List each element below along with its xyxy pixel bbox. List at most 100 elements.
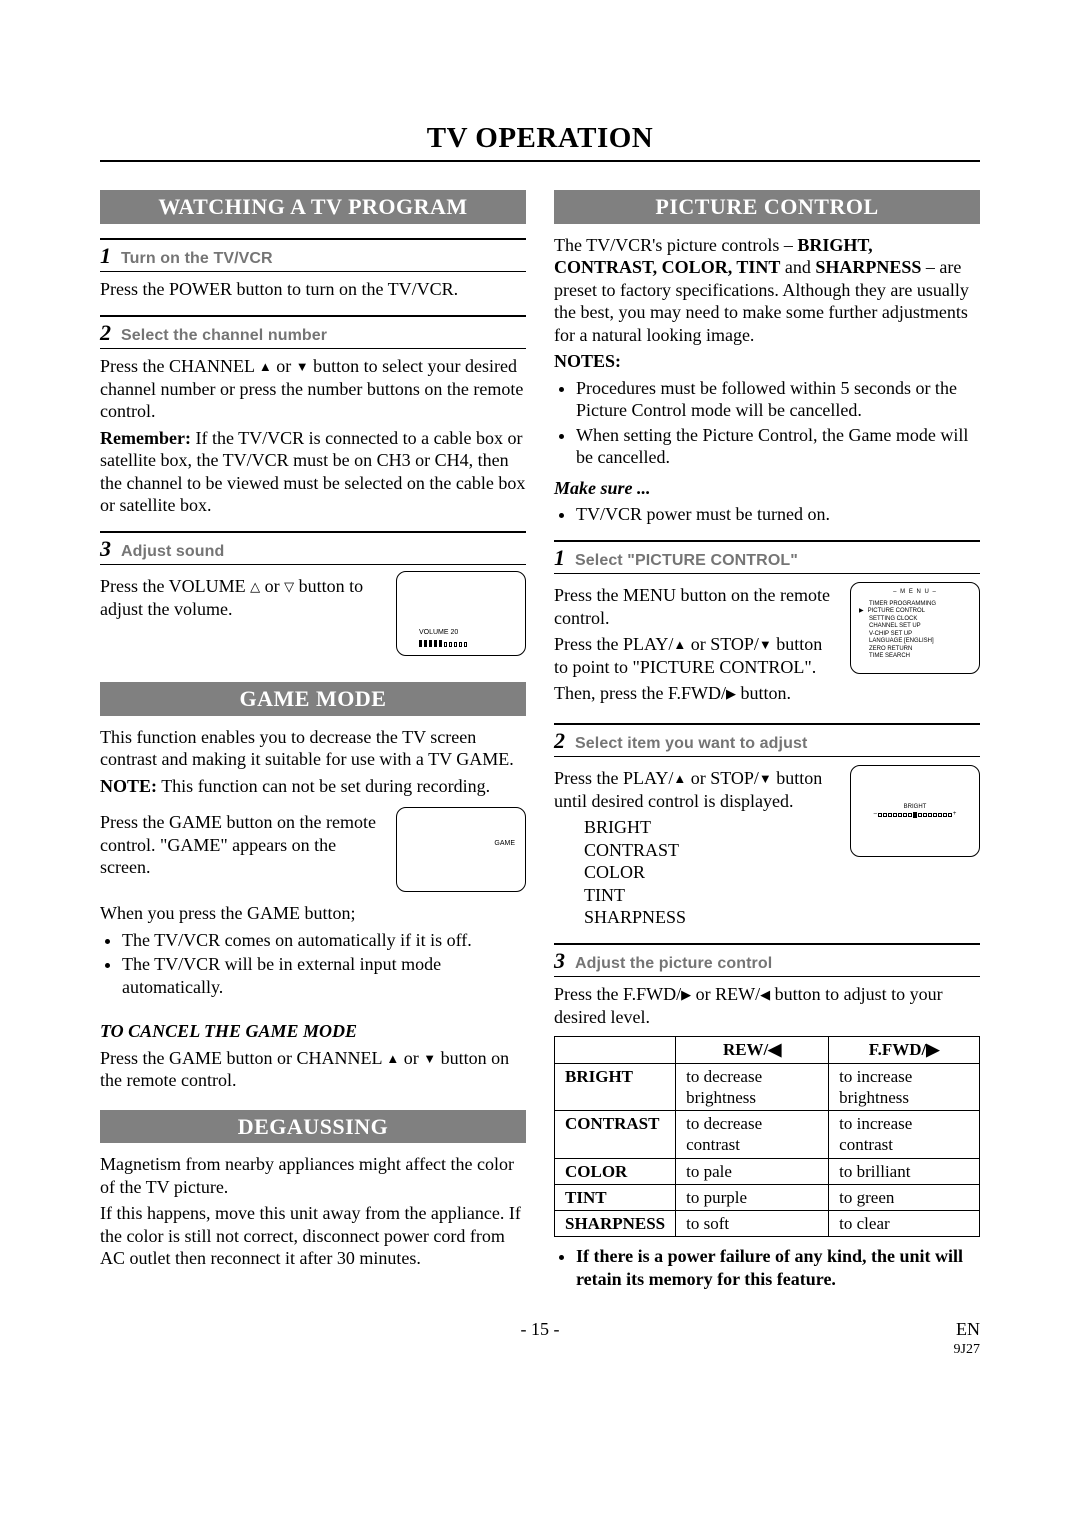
picture-step2-text: Press the PLAY/▲ or STOP/▼ button until …: [554, 763, 838, 929]
degauss-p2: If this happens, move this unit away fro…: [100, 1202, 526, 1270]
picture-makesure-list: TV/VCR power must be turned on.: [554, 503, 980, 526]
step-number: 3: [100, 535, 111, 563]
up-triangle-icon: ▲: [259, 359, 272, 374]
table-cell: to decrease brightness: [676, 1063, 829, 1111]
step-label: Select item you want to adjust: [575, 734, 807, 754]
table-cell: BRIGHT: [555, 1063, 676, 1111]
table-row: TINT to purple to green: [555, 1184, 980, 1210]
table-row: COLOR to pale to brilliant: [555, 1158, 980, 1184]
picture-step3-l1: Press the F.FWD/▶ or REW/◀ button to adj…: [554, 983, 980, 1028]
up-triangle-icon: ▲: [673, 771, 686, 786]
table-header: REW/◀: [676, 1037, 829, 1063]
table-row: CONTRAST to decrease contrast to increas…: [555, 1111, 980, 1159]
list-item: When setting the Picture Control, the Ga…: [576, 424, 980, 469]
bright-slider-icon: – +: [874, 811, 957, 819]
table-cell: CONTRAST: [555, 1111, 676, 1159]
table-cell: to increase brightness: [829, 1063, 980, 1111]
picture-intro: The TV/VCR's picture controls – BRIGHT, …: [554, 234, 980, 347]
game-cancel-head: TO CANCEL THE GAME MODE: [100, 1020, 526, 1043]
watching-step3-body: Press the VOLUME △ or ▽ button to adjust…: [100, 575, 384, 620]
game-press: Press the GAME button on the remote cont…: [100, 811, 384, 879]
game-cancel-body: Press the GAME button or CHANNEL ▲ or ▼ …: [100, 1047, 526, 1092]
table-cell: to soft: [676, 1211, 829, 1237]
menu-item: CHANNEL SET UP: [859, 623, 971, 631]
picture-step1-row: Press the MENU button on the remote cont…: [554, 580, 980, 709]
control-item: BRIGHT: [584, 816, 838, 839]
watching-step3-row: Press the VOLUME △ or ▽ button to adjust…: [100, 571, 526, 656]
volume-bar-icon: [419, 640, 467, 647]
two-column-layout: WATCHING A TV PROGRAM 1 Turn on the TV/V…: [100, 184, 980, 1294]
picture-step1-head: 1 Select "PICTURE CONTROL": [554, 540, 980, 575]
left-column: WATCHING A TV PROGRAM 1 Turn on the TV/V…: [100, 184, 526, 1294]
step-label: Select the channel number: [121, 326, 327, 346]
list-item: TV/VCR power must be turned on.: [576, 503, 980, 526]
step-number: 3: [554, 947, 565, 975]
game-osd-screen: GAME: [396, 807, 526, 892]
menu-item: SETTING CLOCK: [859, 616, 971, 624]
step-number: 2: [554, 727, 565, 755]
table-cell: to increase contrast: [829, 1111, 980, 1159]
page-title: TV OPERATION: [100, 120, 980, 162]
up-outline-triangle-icon: △: [250, 579, 260, 594]
picture-step3-head: 3 Adjust the picture control: [554, 943, 980, 978]
game-note: NOTE: This function can not be set durin…: [100, 775, 526, 798]
bright-osd-label: BRIGHT: [904, 804, 927, 812]
right-triangle-icon: ▶: [681, 987, 691, 1002]
control-item: TINT: [584, 884, 838, 907]
control-item: CONTRAST: [584, 839, 838, 862]
bright-osd-screen: BRIGHT – +: [850, 765, 980, 857]
menu-item: V-CHIP SET UP: [859, 631, 971, 639]
table-cell: to decrease contrast: [676, 1111, 829, 1159]
picture-makesure-head: Make sure ...: [554, 477, 980, 500]
watching-step1-body: Press the POWER button to turn on the TV…: [100, 278, 526, 301]
menu-item-selected: ▶PICTURE CONTROL: [859, 608, 971, 616]
right-triangle-icon: ▶: [859, 608, 864, 616]
table-cell: SHARPNESS: [555, 1211, 676, 1237]
volume-osd-label: VOLUME 20: [419, 629, 458, 638]
picture-step1-l3: Then, press the F.FWD/▶ button.: [554, 682, 838, 705]
picture-control-table: REW/◀ F.FWD/▶ BRIGHT to decrease brightn…: [554, 1036, 980, 1237]
down-outline-triangle-icon: ▽: [284, 579, 294, 594]
menu-item: TIMER PROGRAMMING: [859, 601, 971, 609]
table-row: SHARPNESS to soft to clear: [555, 1211, 980, 1237]
list-item: The TV/VCR will be in external input mod…: [122, 953, 526, 998]
picture-step2-head: 2 Select item you want to adjust: [554, 723, 980, 758]
table-cell: to purple: [676, 1184, 829, 1210]
down-triangle-icon: ▼: [423, 1051, 436, 1066]
volume-osd-screen: VOLUME 20: [396, 571, 526, 656]
picture-step1-l1: Press the MENU button on the remote cont…: [554, 584, 838, 629]
degauss-p1: Magnetism from nearby appliances might a…: [100, 1153, 526, 1198]
game-when: When you press the GAME button;: [100, 902, 526, 925]
game-intro: This function enables you to decrease th…: [100, 726, 526, 771]
menu-item: ZERO RETURN: [859, 646, 971, 654]
right-triangle-icon: ▶: [726, 686, 736, 701]
step-label: Turn on the TV/VCR: [121, 249, 273, 269]
watching-step1-head: 1 Turn on the TV/VCR: [100, 238, 526, 273]
menu-osd-screen: – M E N U – TIMER PROGRAMMING ▶PICTURE C…: [850, 582, 980, 674]
picture-retain: If there is a power failure of any kind,…: [554, 1245, 980, 1290]
footer-right: EN 9J27: [954, 1318, 980, 1358]
table-header: F.FWD/▶: [829, 1037, 980, 1063]
table-cell: COLOR: [555, 1158, 676, 1184]
menu-item: TIME SEARCH: [859, 653, 971, 661]
picture-step2-l1: Press the PLAY/▲ or STOP/▼ button until …: [554, 767, 838, 812]
watching-step2-remember: Remember: If the TV/VCR is connected to …: [100, 427, 526, 517]
table-cell: to pale: [676, 1158, 829, 1184]
game-banner: GAME MODE: [100, 682, 526, 716]
down-triangle-icon: ▼: [759, 771, 772, 786]
watching-step2-body: Press the CHANNEL ▲ or ▼ button to selec…: [100, 355, 526, 423]
degauss-banner: DEGAUSSING: [100, 1110, 526, 1144]
step-label: Select "PICTURE CONTROL": [575, 551, 798, 571]
game-bullets: The TV/VCR comes on automatically if it …: [100, 929, 526, 999]
list-item: The TV/VCR comes on automatically if it …: [122, 929, 526, 952]
table-cell: to clear: [829, 1211, 980, 1237]
step-number: 1: [100, 242, 111, 270]
picture-banner: PICTURE CONTROL: [554, 190, 980, 224]
step-number: 2: [100, 319, 111, 347]
game-press-row: Press the GAME button on the remote cont…: [100, 807, 526, 892]
picture-step2-items: BRIGHT CONTRAST COLOR TINT SHARPNESS: [554, 816, 838, 929]
footer-code: 9J27: [954, 1341, 980, 1359]
left-triangle-icon: ◀: [760, 987, 770, 1002]
picture-step2-row: Press the PLAY/▲ or STOP/▼ button until …: [554, 763, 980, 929]
watching-step2-head: 2 Select the channel number: [100, 315, 526, 350]
